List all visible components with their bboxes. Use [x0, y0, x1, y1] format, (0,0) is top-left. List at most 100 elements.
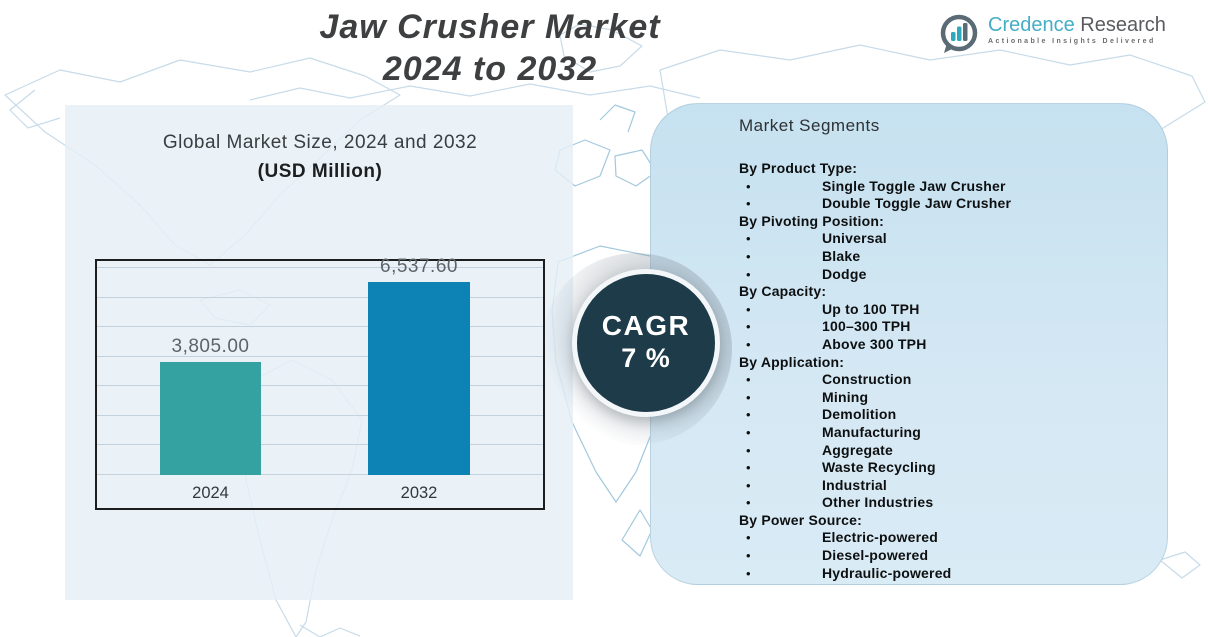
segment-item: • Single Toggle Jaw Crusher	[739, 178, 1167, 196]
chart-title-line-2: (USD Million)	[257, 161, 383, 182]
bullet-icon: •	[746, 266, 751, 282]
segment-item: • Double Toggle Jaw Crusher	[739, 195, 1167, 213]
segments-list: By Product Type: • Single Toggle Jaw Crush…	[739, 160, 1167, 582]
bullet-icon: •	[746, 336, 751, 352]
segment-item-label: Above 300 TPH	[822, 335, 927, 352]
bullet-icon: •	[746, 477, 751, 493]
bullet-icon: •	[746, 424, 751, 440]
gridline	[97, 326, 543, 328]
segment-item-label: Aggregate	[822, 441, 894, 458]
bar-2032	[368, 282, 470, 475]
bar-2024	[160, 362, 261, 475]
segment-item-label: Double Toggle Jaw Crusher	[822, 195, 1012, 212]
segment-item: • Above 300 TPH	[739, 336, 1167, 354]
segment-item: • Hydraulic-powered	[739, 565, 1167, 583]
segment-category-label: By Product Type:	[739, 160, 858, 176]
title-line-2: 2024 to 2032	[382, 50, 598, 88]
segment-item-label: Up to 100 TPH	[822, 300, 920, 317]
market-size-panel	[65, 105, 573, 600]
segment-category-label: By Pivoting Position:	[739, 212, 884, 229]
segments-heading: Market Segments	[739, 116, 880, 135]
gridline	[97, 444, 543, 446]
bullet-icon: •	[746, 231, 751, 247]
gridline	[97, 414, 543, 416]
chart-title-line-1: Global Market Size, 2024 and 2032	[162, 132, 478, 153]
gridline	[97, 385, 543, 387]
cagr-label: CAGR	[601, 310, 691, 341]
segment-item-label: Universal	[822, 230, 887, 247]
bullet-icon: •	[746, 548, 751, 564]
gridline	[97, 267, 543, 268]
bar-group-2024: 3,805.00	[160, 336, 261, 475]
segment-item: • Blake	[739, 248, 1167, 266]
gridline	[97, 296, 543, 298]
bar-category-label-2024: 2024	[192, 484, 229, 502]
segment-item: • Dodge	[739, 266, 1167, 284]
logo-brand-secondary: Research	[1080, 14, 1166, 36]
credence-research-logo: Credence Research Actionable Insights De…	[938, 13, 1166, 57]
segment-item: • Waste Recycling	[739, 459, 1167, 477]
bullet-icon: •	[746, 460, 751, 476]
bar-chart-bubble-icon	[940, 14, 978, 53]
segment-item: • Industrial	[739, 477, 1167, 495]
segment-item-label: Other Industries	[822, 494, 934, 511]
bar-group-2032: 6,537.60	[368, 256, 470, 475]
segment-item-label: Single Toggle Jaw Crusher	[822, 177, 1006, 194]
segment-item-label: Diesel-powered	[822, 547, 929, 564]
bullet-icon: •	[746, 495, 751, 511]
segment-item-label: Construction	[822, 371, 912, 388]
chart-title: Global Market Size, 2024 and 2032 (USD M…	[95, 132, 545, 183]
bullet-icon: •	[746, 196, 751, 212]
bullet-icon: •	[746, 565, 751, 581]
segment-item-label: Mining	[822, 388, 869, 405]
bar-value-label-2032: 6,537.60	[380, 256, 458, 277]
segment-item: • Up to 100 TPH	[739, 301, 1167, 319]
bullet-icon: •	[746, 407, 751, 423]
segment-item: • Demolition	[739, 406, 1167, 424]
segment-category-label: By Power Source:	[739, 511, 863, 528]
bullet-icon: •	[746, 319, 751, 335]
segment-category-label: By Capacity:	[739, 283, 827, 300]
segment-item: • Mining	[739, 389, 1167, 407]
segment-category-label: By Application:	[739, 353, 845, 370]
segment-item: • Universal	[739, 230, 1167, 248]
cagr-value: 7 %	[621, 343, 671, 373]
segment-item: • Construction	[739, 371, 1167, 389]
segment-item-label: Hydraulic-powered	[822, 564, 952, 581]
segment-item-label: Electric-powered	[822, 529, 939, 546]
segment-item-label: 100–300 TPH	[822, 318, 911, 335]
segment-item: • Diesel-powered	[739, 547, 1167, 565]
cagr-badge: CAGR 7 %	[572, 269, 720, 417]
bar-chart: 3,805.00 6,537.60 2024 2032	[95, 256, 545, 510]
bar-category-label-2032: 2032	[400, 484, 438, 502]
segment-item: • Electric-powered	[739, 529, 1167, 547]
segment-item: • Manufacturing	[739, 424, 1167, 442]
segment-item-label: Manufacturing	[822, 423, 922, 440]
segment-item-label: Dodge	[822, 265, 867, 282]
bullet-icon: •	[746, 389, 751, 405]
logo-brand-name: Credence Research	[988, 13, 1166, 37]
bar-value-label-2024: 3,805.00	[171, 336, 250, 357]
bullet-icon: •	[746, 178, 751, 194]
bullet-icon: •	[746, 530, 751, 546]
bullet-icon: •	[746, 301, 751, 317]
segment-item: • Other Industries	[739, 494, 1167, 512]
segment-item: • Aggregate	[739, 442, 1167, 460]
title-line-1: Jaw Crusher Market	[319, 8, 661, 46]
bullet-icon: •	[746, 372, 751, 388]
logo-brand-primary: Credence	[988, 14, 1075, 36]
gridline	[97, 355, 543, 357]
bullet-icon: •	[746, 442, 751, 458]
segment-item: • 100–300 TPH	[739, 318, 1167, 336]
logo-tagline: Actionable Insights Delivered	[988, 38, 1156, 45]
page-title: Jaw Crusher Market 2024 to 2032	[200, 6, 780, 90]
logo-text: Credence Research Actionable Insights De…	[988, 13, 1166, 45]
segment-item-label: Blake	[822, 247, 861, 264]
gridline	[97, 474, 543, 475]
market-segments-panel: Market Segments By Product Type: • Single …	[650, 103, 1168, 585]
segment-item-label: Waste Recycling	[822, 459, 936, 476]
bullet-icon: •	[746, 248, 751, 264]
segment-item-label: Demolition	[822, 406, 897, 423]
segment-item-label: Industrial	[822, 476, 888, 493]
